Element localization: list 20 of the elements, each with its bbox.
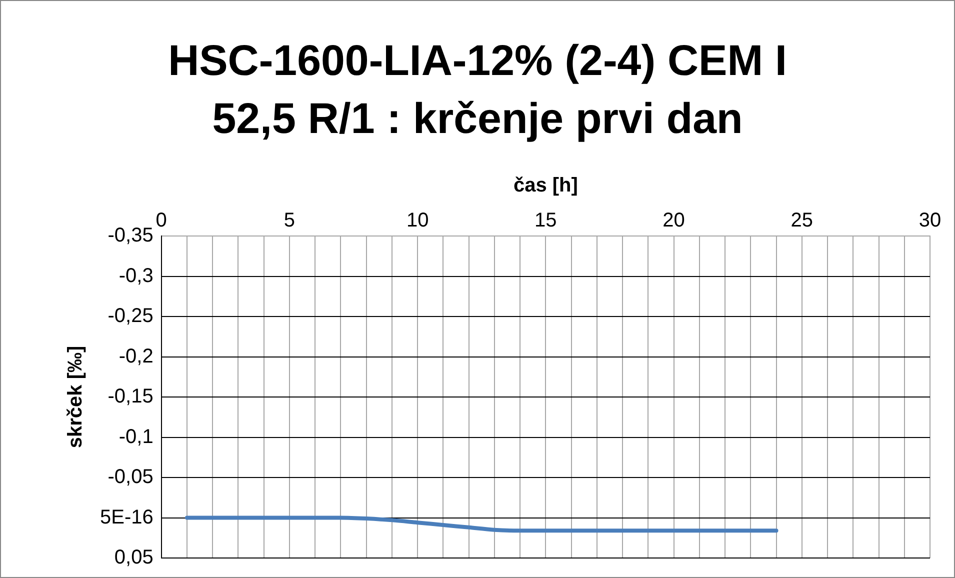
y-tick-label: 5E-16 (100, 506, 154, 528)
x-tick-label: 20 (662, 210, 685, 232)
line-series (184, 516, 778, 533)
y-tick-label: -0,1 (118, 426, 154, 448)
y-tick-label: -0,2 (118, 345, 154, 368)
y-tick-label: -0,35 (108, 224, 154, 247)
x-axis-title: čas [h] (513, 174, 578, 197)
y-tick-label: -0,15 (108, 386, 154, 408)
x-tick-label: 25 (790, 210, 814, 232)
x-tick-label: 30 (918, 210, 942, 232)
y-tick-label: -0,3 (118, 264, 154, 287)
y-tick-label: -0,05 (108, 466, 154, 488)
x-tick-label: 5 (284, 210, 296, 232)
chart-title: HSC-1600-LIA-12% (2-4) CEM I 52,5 R/1 : krčenje prvi dan (167, 36, 788, 145)
y-tick-label: 0,05 (114, 546, 154, 569)
x-tick-label: 15 (534, 210, 557, 232)
y-tick-label: -0,25 (108, 305, 154, 328)
y-axis-title: skrček [‰] (64, 346, 87, 448)
x-tick-label: 0 (156, 210, 167, 232)
x-tick-label: 10 (406, 210, 429, 232)
